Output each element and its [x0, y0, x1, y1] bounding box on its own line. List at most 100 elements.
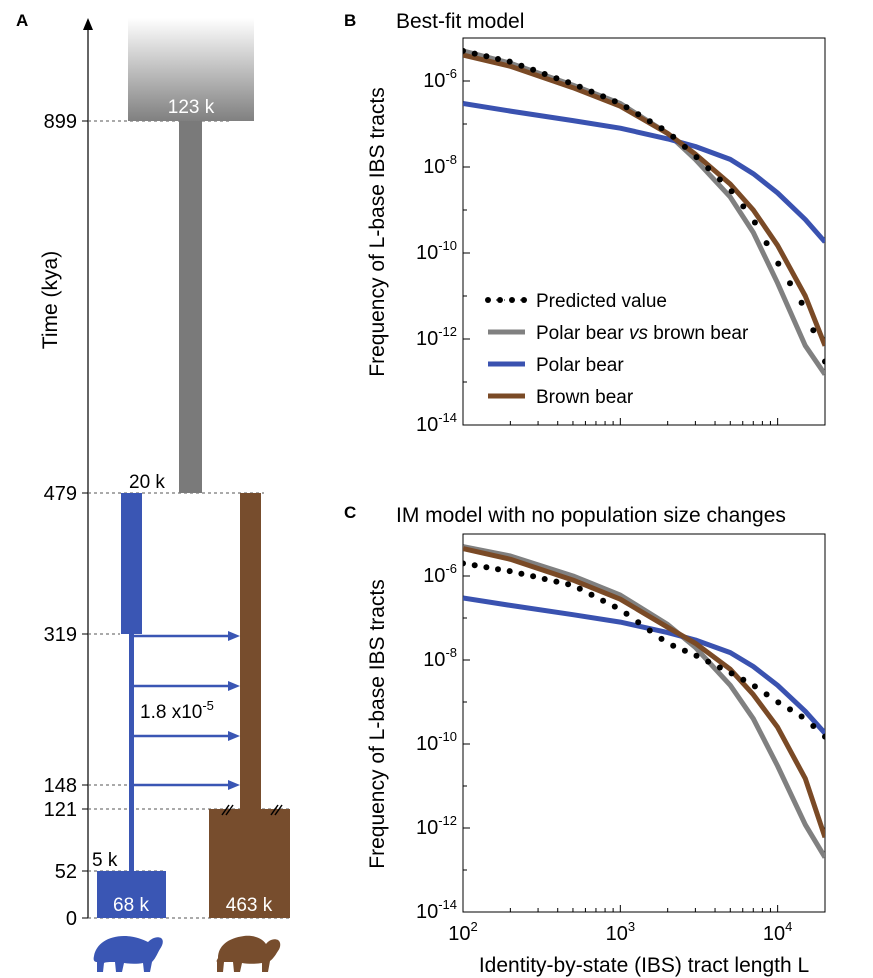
predicted-point — [495, 566, 501, 573]
legend-label: Brown bear — [536, 387, 634, 408]
predicted-point — [588, 88, 595, 95]
predicted-point — [646, 627, 653, 634]
predicted-point — [518, 62, 525, 69]
brown-recent-size-label: 463 k — [226, 895, 273, 916]
legend-item-brown: Brown bear — [488, 387, 634, 408]
predicted-point — [506, 58, 513, 65]
predicted-point — [670, 133, 677, 140]
predicted-point — [495, 56, 501, 62]
series-line-polar-bear — [463, 595, 825, 735]
panel-letter-a: A — [16, 11, 28, 30]
panel-b-title: Best-fit model — [396, 10, 524, 33]
predicted-point — [506, 568, 513, 575]
axis-break-marks — [221, 804, 283, 816]
y-tick-label: 10-14 — [416, 897, 457, 923]
predicted-point — [670, 642, 677, 649]
predicted-point — [740, 676, 747, 683]
time-tick-label: 899 — [44, 111, 77, 133]
y-tick-label: 10-14 — [416, 410, 457, 436]
panel-b-y-axis-label: Frequency of L-base IBS tracts — [366, 87, 389, 376]
time-tick-479: 479 — [44, 483, 264, 505]
predicted-point — [463, 47, 466, 54]
panel-b-legend: Predicted value Polar bear vs brown bear… — [485, 291, 749, 408]
polar-bear-icon — [93, 936, 163, 972]
y-tick-label: 10-10 — [416, 238, 457, 264]
predicted-point — [553, 578, 560, 585]
time-tick-319: 319 — [44, 624, 120, 646]
y-tick-label: 10-8 — [423, 152, 457, 178]
predicted-point — [751, 683, 758, 690]
ancestral-lineage-bar — [179, 121, 202, 493]
predicted-point — [541, 71, 548, 77]
legend-label: Polar bear — [536, 355, 624, 376]
predicted-point — [693, 154, 700, 161]
migration-arrows — [134, 631, 240, 790]
time-tick-label: 479 — [44, 483, 77, 505]
migration-arrow — [134, 731, 240, 741]
y-tick-label: 10-6 — [423, 561, 457, 587]
predicted-point — [705, 165, 712, 172]
y-tick-label: 10-8 — [423, 645, 457, 671]
predicted-point — [728, 188, 735, 195]
ancestral-population-block — [128, 18, 254, 121]
polar-recent-size-label: 68 k — [113, 895, 149, 916]
series-line-polar-bear — [463, 101, 825, 244]
predicted-point — [600, 597, 607, 604]
legend-item-predicted: Predicted value — [485, 291, 667, 312]
panel-b-axes: 10-6 10-8 10-10 10-12 10-14 — [416, 37, 826, 436]
panel-b-frame — [462, 37, 826, 426]
x-tick-label: 103 — [606, 919, 635, 945]
predicted-point — [541, 576, 548, 582]
predicted-point — [822, 358, 825, 365]
panel-c: C IM model with no population size chang… — [344, 503, 826, 977]
predicted-point — [623, 610, 630, 617]
y-tick-label: 10-12 — [416, 813, 457, 839]
polar-bottleneck-size-label: 5 k — [92, 850, 118, 871]
predicted-point — [565, 79, 572, 86]
time-tick-label: 319 — [44, 624, 77, 646]
predicted-point — [763, 240, 770, 247]
polar-bottleneck-bar — [129, 634, 134, 871]
predicted-point — [471, 50, 478, 57]
predicted-point — [483, 53, 490, 60]
time-tick-label: 0 — [66, 908, 77, 930]
predicted-point — [635, 111, 642, 118]
split-size-label: 20 k — [129, 472, 165, 493]
panel-letter-b: B — [344, 11, 356, 30]
predicted-point — [611, 603, 618, 610]
panel-b: B Best-fit model Frequency of L-base IBS… — [344, 10, 826, 436]
y-tick-label: 10-10 — [416, 729, 457, 755]
time-axis-label: Time (kya) — [39, 251, 62, 349]
predicted-point — [751, 219, 758, 226]
panel-c-x-axis-label: Identity-by-state (IBS) tract length L — [479, 954, 809, 977]
predicted-point — [463, 560, 466, 567]
migration-arrow — [134, 631, 240, 641]
brown-recent-block — [209, 809, 290, 918]
time-tick-899: 899 — [44, 111, 230, 133]
legend-item-polar-vs-brown: Polar bear vs brown bear — [488, 323, 749, 344]
time-axis-arrow-icon — [83, 18, 93, 30]
predicted-point — [716, 176, 723, 183]
time-tick-label: 52 — [55, 861, 77, 883]
y-tick-label: 10-12 — [416, 324, 457, 350]
panel-b-plot-area — [463, 47, 825, 376]
series-line-polar-bear-vs-brown-bear — [463, 544, 825, 859]
predicted-point — [705, 658, 712, 665]
predicted-point — [565, 581, 572, 588]
panel-letter-c: C — [344, 503, 356, 522]
predicted-point — [775, 260, 782, 267]
predicted-point — [728, 670, 735, 677]
predicted-point — [588, 591, 595, 598]
predicted-point — [530, 573, 537, 580]
predicted-point — [798, 299, 805, 306]
ancestral-size-label: 123 k — [168, 97, 215, 118]
predicted-point — [611, 98, 618, 105]
predicted-point — [740, 203, 747, 210]
predicted-point — [623, 104, 630, 111]
panel-a: A Time (kya) 899 479 319 — [16, 11, 290, 972]
legend-label: Polar bear vs brown bear — [536, 323, 749, 344]
predicted-point — [822, 733, 825, 740]
predicted-point — [693, 652, 700, 659]
time-tick-label: 148 — [44, 775, 77, 797]
